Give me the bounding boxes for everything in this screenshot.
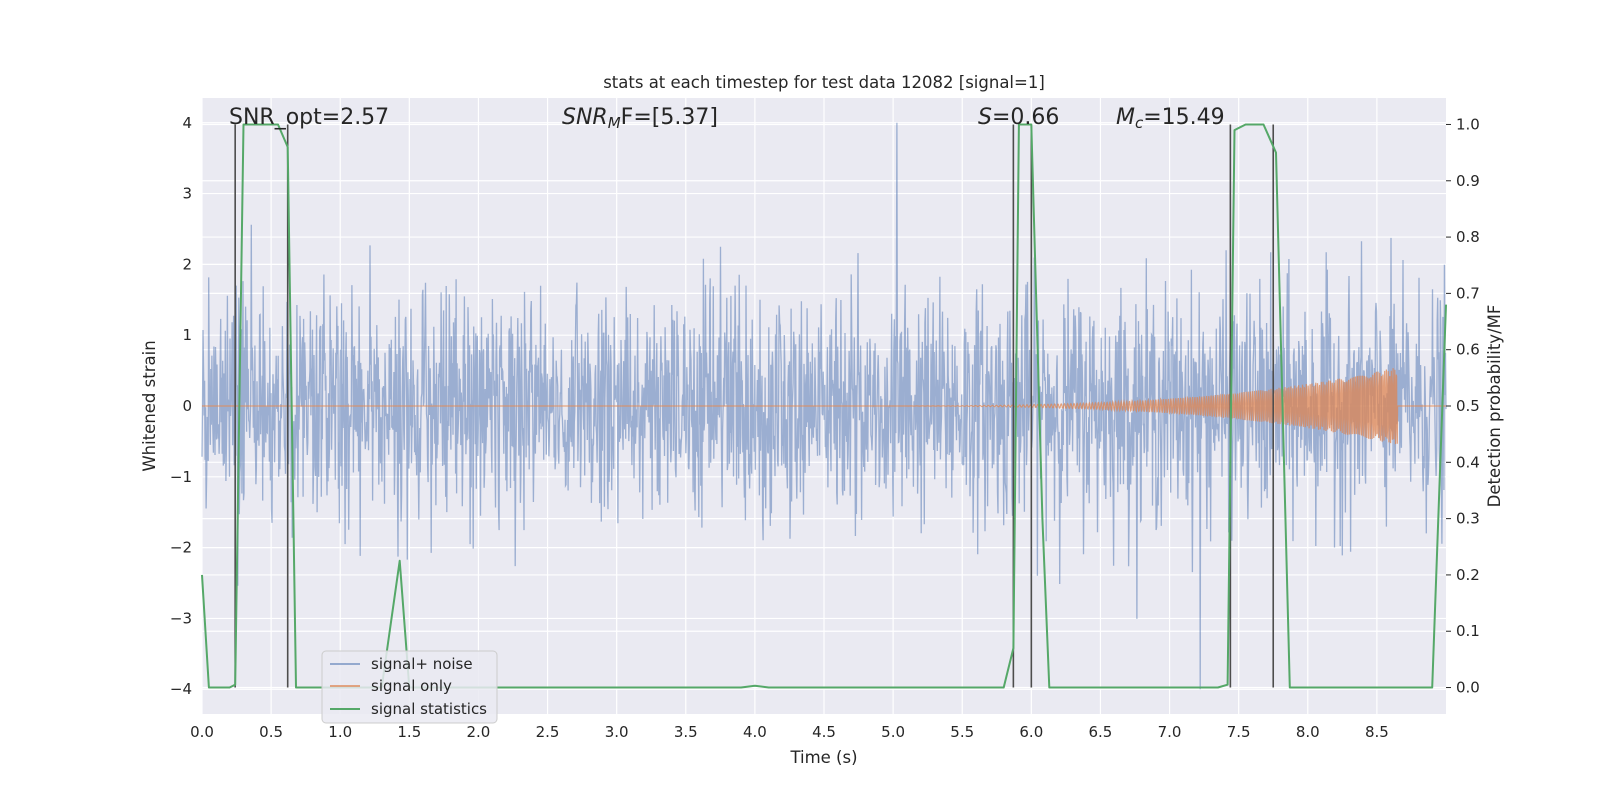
- annotation-mc: Mc=15.49: [1116, 105, 1225, 132]
- y2-tick-label: 1.0: [1456, 115, 1480, 133]
- y-tick-label: 3: [182, 185, 192, 203]
- signal-only-line: [202, 368, 1446, 445]
- x-tick-label: 5.5: [950, 723, 974, 741]
- x-tick-label: 1.5: [397, 723, 421, 741]
- y-tick-label: −1: [170, 468, 192, 486]
- y-tick-label: 0: [182, 397, 192, 415]
- y2-tick-label: 0.0: [1456, 679, 1480, 697]
- annotation-mc-rest: =15.49: [1143, 105, 1224, 130]
- x-tick-label: 7.5: [1227, 723, 1251, 741]
- legend: signal+ noise signal only signal statist…: [321, 650, 498, 724]
- annotation-snr-mf: SNRMF=[5.37]: [562, 105, 718, 132]
- y2-tick-label: 0.5: [1456, 397, 1480, 415]
- x-tick-label: 8.5: [1365, 723, 1389, 741]
- x-tick-label: 3.0: [605, 723, 629, 741]
- signal-noise-line: [201, 122, 1447, 690]
- x-tick-label: 4.0: [743, 723, 767, 741]
- series-signal-noise: [201, 122, 1447, 690]
- annotation-snr-mf-rest: F=[5.37]: [621, 105, 718, 130]
- y2-tick-label: 0.2: [1456, 566, 1480, 584]
- legend-box: [321, 650, 498, 724]
- y2-tick-label: 0.3: [1456, 510, 1480, 528]
- y-tick-label: 1: [182, 326, 192, 344]
- y2-tick-label: 0.7: [1456, 284, 1480, 302]
- x-tick-label: 6.0: [1019, 723, 1043, 741]
- legend-label-signal-noise: signal+ noise: [371, 655, 473, 673]
- y2-axis-label: Detection probability/MF: [1485, 305, 1504, 508]
- signal-statistics-line: [201, 123, 1447, 689]
- legend-label-signal-only: signal only: [371, 677, 452, 695]
- y-tick-label: 4: [182, 114, 192, 132]
- legend-label-signal-statistics: signal statistics: [371, 700, 487, 718]
- x-tick-label: 6.5: [1089, 723, 1113, 741]
- x-axis-label: Time (s): [789, 748, 857, 767]
- x-tick-label: 4.5: [812, 723, 836, 741]
- y-tick-label: −3: [170, 609, 192, 627]
- annotation-snr-mf-main: SNR: [562, 105, 608, 130]
- x-tick-label: 0.0: [190, 723, 214, 741]
- y2-tick-label: 0.6: [1456, 341, 1480, 359]
- annotation-s: S=0.66: [978, 105, 1059, 130]
- series-signal-only: [202, 368, 1446, 445]
- chart-title: stats at each timestep for test data 120…: [603, 73, 1045, 92]
- x-tick-label: 5.0: [881, 723, 905, 741]
- annotation-s-main: S: [978, 105, 992, 130]
- x-tick-label: 3.5: [674, 723, 698, 741]
- x-tick-label: 7.0: [1158, 723, 1182, 741]
- x-tick-label: 0.5: [259, 723, 283, 741]
- y-axis-label: Whitened strain: [140, 340, 159, 471]
- y-axis-ticks: 4 3 2 1 0 −1 −2 −3 −4: [170, 114, 192, 698]
- y2-tick-label: 0.9: [1456, 172, 1480, 190]
- series-signal-statistics: [201, 123, 1447, 689]
- y2-tick-label: 0.4: [1456, 453, 1480, 471]
- y-tick-label: −4: [170, 680, 192, 698]
- annotation-s-rest: =0.66: [992, 105, 1059, 130]
- x-tick-label: 1.0: [328, 723, 352, 741]
- y2-axis-ticks: 1.0 0.9 0.8 0.7 0.6 0.5 0.4 0.3 0.2 0.1 0.0: [1446, 115, 1480, 697]
- x-tick-label: 2.0: [467, 723, 491, 741]
- x-tick-label: 2.5: [536, 723, 560, 741]
- annotation-snr-mf-sub: M: [608, 114, 621, 132]
- y2-tick-label: 0.1: [1456, 622, 1480, 640]
- y2-tick-label: 0.8: [1456, 228, 1480, 246]
- x-axis-ticks: 0.0 0.5 1.0 1.5 2.0 2.5 3.0 3.5 4.0 4.5 5.0 5.5 6.0 6…: [190, 723, 1389, 741]
- annotation-mc-main: M: [1116, 105, 1135, 130]
- annotation-snr-opt: SNR_opt=2.57: [229, 105, 389, 130]
- y-tick-label: −2: [170, 539, 192, 557]
- y-tick-label: 2: [182, 255, 192, 273]
- annotation-mc-sub: c: [1135, 114, 1144, 132]
- x-tick-label: 8.0: [1296, 723, 1320, 741]
